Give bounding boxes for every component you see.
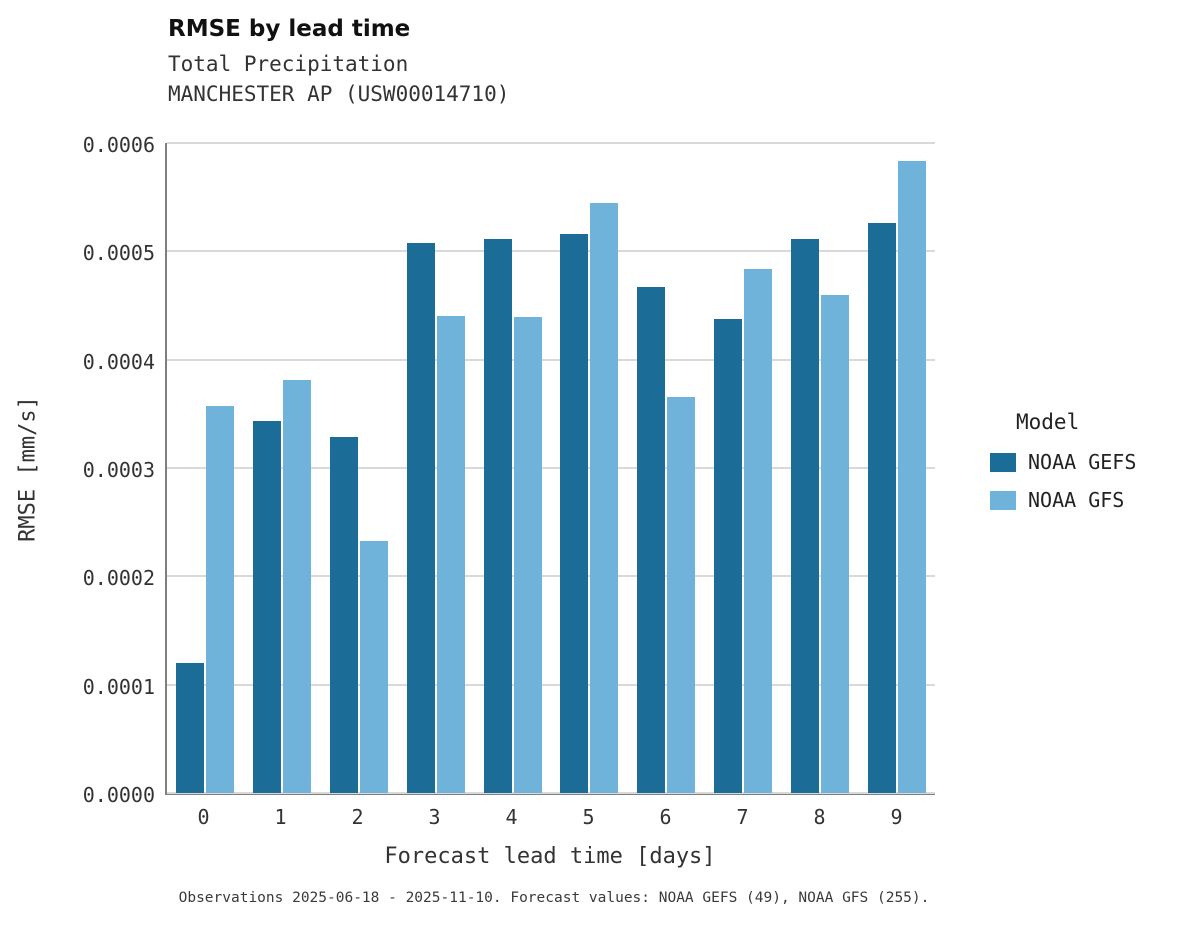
bar-noaa-gefs (483, 239, 512, 793)
bar-noaa-gefs (253, 421, 282, 793)
x-axis-ticks: 0 1 2 3 4 5 6 7 8 9 (165, 805, 935, 833)
x-tick-label: 5 (582, 805, 595, 829)
chart-subtitle-station: MANCHESTER AP (USW00014710) (168, 82, 510, 106)
bar-group (705, 143, 782, 793)
bar-noaa-gfs (590, 202, 619, 793)
bar-group (858, 143, 935, 793)
gridline (167, 575, 935, 578)
bar-group (551, 143, 628, 793)
legend-entries: NOAA GEFS NOAA GFS (990, 450, 1170, 512)
bar-noaa-gefs (790, 239, 819, 793)
x-tick-label: 9 (890, 805, 903, 829)
caption: Observations 2025-06-18 - 2025-11-10. Fo… (178, 890, 930, 906)
gridline (167, 358, 935, 361)
y-axis-title: RMSE [mm/s] (15, 396, 41, 542)
y-tick-label: 0.0000 (82, 783, 155, 807)
y-axis-ticks: 0.0000 0.0001 0.0002 0.0003 0.0004 0.0005 0.00… (40, 133, 155, 807)
legend-entry: NOAA GEFS (990, 450, 1170, 474)
legend-swatch (990, 490, 1016, 510)
bar-noaa-gefs (560, 234, 589, 793)
x-tick-label: 8 (813, 805, 826, 829)
plot-area (165, 142, 935, 795)
bar-noaa-gfs (283, 380, 312, 793)
legend-label: NOAA GEFS (1028, 450, 1137, 474)
legend-swatch (990, 452, 1016, 472)
bar-noaa-gefs (406, 242, 435, 793)
bar-noaa-gefs (637, 287, 666, 793)
x-tick-label: 2 (351, 805, 364, 829)
bar-noaa-gfs (743, 268, 772, 793)
bar-noaa-gefs (713, 318, 742, 793)
bar-noaa-gfs (897, 161, 926, 793)
y-tick-label: 0.0001 (82, 674, 155, 699)
chart-title: RMSE by lead time (168, 16, 411, 42)
x-tick-label: 3 (428, 805, 441, 829)
gridline (167, 792, 935, 794)
y-tick-label: 0.0003 (82, 458, 155, 482)
x-axis-title: Forecast lead time [days] (384, 844, 716, 869)
gridline (167, 467, 935, 469)
y-tick-label: 0.0002 (82, 566, 155, 591)
bar-noaa-gfs (436, 316, 465, 793)
bar-group (321, 143, 398, 793)
x-tick-label: 7 (736, 805, 749, 829)
legend-label: NOAA GFS (1028, 488, 1125, 512)
x-tick-label: 6 (659, 805, 672, 829)
x-tick-label: 1 (274, 805, 287, 829)
bar-noaa-gfs (667, 396, 696, 793)
bar-noaa-gefs (867, 223, 896, 793)
x-tick-label: 4 (505, 805, 518, 829)
legend: Model NOAA GEFS NOAA GFS (990, 410, 1170, 526)
bar-group (244, 143, 321, 793)
y-tick-label: 0.0006 (82, 133, 155, 157)
bar-group (781, 143, 858, 793)
bar-noaa-gfs (820, 294, 849, 793)
legend-entry: NOAA GFS (990, 488, 1170, 512)
bar-group (167, 143, 244, 793)
gridline (167, 250, 935, 253)
bar-noaa-gfs (206, 406, 235, 793)
bar-group (628, 143, 705, 793)
bar-noaa-gefs (329, 436, 358, 793)
bar-group (474, 143, 551, 793)
bar-noaa-gfs (359, 540, 388, 793)
x-tick-label: 0 (197, 805, 210, 829)
bar-noaa-gefs (176, 663, 205, 793)
gridline (167, 142, 935, 144)
y-tick-label: 0.0004 (82, 349, 155, 374)
legend-title: Model (1016, 410, 1080, 434)
bar-noaa-gfs (513, 317, 542, 793)
chart-subtitle-variable: Total Precipitation (168, 52, 409, 76)
y-tick-label: 0.0005 (82, 241, 155, 266)
gridline (167, 683, 935, 686)
bar-group (397, 143, 474, 793)
